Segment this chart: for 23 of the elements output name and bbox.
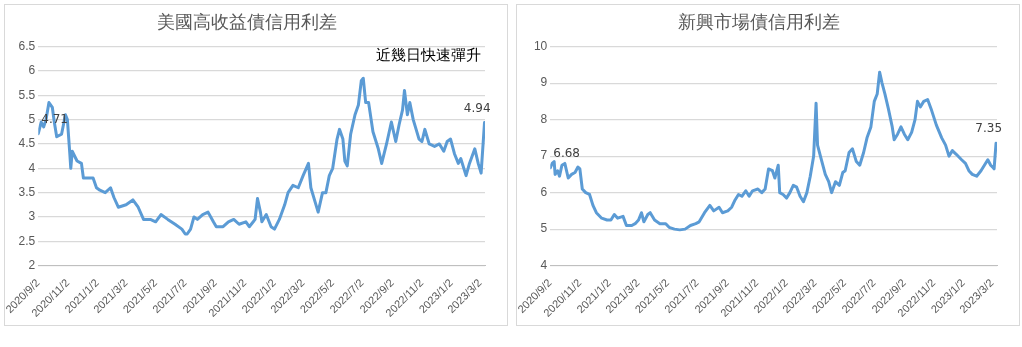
y-tick-label: 2 [28, 257, 36, 272]
y-tick-label: 5 [28, 111, 36, 126]
y-tick-label: 3 [28, 209, 36, 224]
annotation: 6.68 [553, 145, 580, 160]
y-tick-label: 4 [540, 257, 548, 272]
y-tick-label: 7 [540, 148, 548, 163]
chart-title: 新興市場債信用利差 [678, 11, 840, 33]
y-tick-label: 2.5 [18, 233, 36, 248]
y-tick-label: 10 [533, 38, 548, 53]
y-tick-label: 8 [540, 111, 548, 126]
chart-title: 美國高收益債信用利差 [157, 11, 337, 33]
y-tick-label: 4.5 [18, 136, 36, 151]
y-tick-label: 3.5 [18, 184, 36, 199]
annotation: 7.35 [975, 121, 1003, 136]
annotation: 4.94 [463, 100, 491, 115]
annotation: 近幾日快速彈升 [376, 45, 481, 64]
y-tick-label: 9 [540, 75, 548, 90]
y-tick-label: 6 [28, 63, 36, 78]
y-tick-label: 5 [540, 221, 548, 236]
y-tick-label: 6.5 [18, 38, 36, 53]
y-tick-label: 4 [28, 160, 36, 175]
y-tick-label: 6 [540, 184, 548, 199]
y-tick-label: 5.5 [18, 87, 36, 102]
